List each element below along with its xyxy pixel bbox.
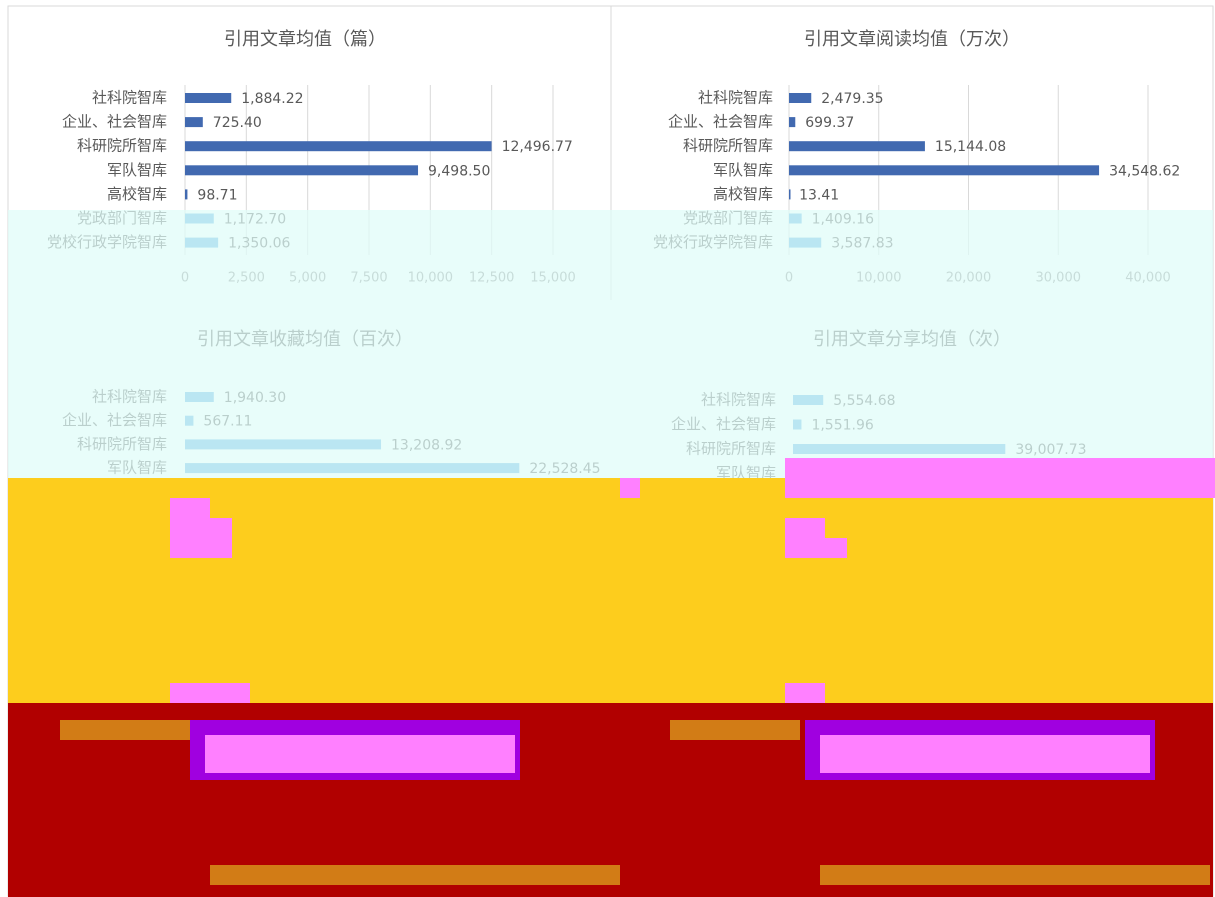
bar (185, 117, 203, 128)
bar (789, 117, 796, 128)
glitch (670, 720, 800, 740)
category-label: 科研院所智库 (683, 137, 773, 155)
glitch (785, 683, 825, 703)
bar (789, 189, 791, 200)
category-label: 军队智库 (107, 161, 167, 179)
value-label: 15,144.08 (935, 139, 1006, 155)
cyan-wash (8, 210, 1213, 478)
category-label: 社科院智库 (698, 89, 773, 107)
glitch (820, 735, 1150, 773)
glitch (60, 720, 190, 740)
glitch (820, 865, 1210, 885)
bar (789, 141, 925, 152)
glitch (205, 735, 515, 773)
bar (185, 141, 492, 152)
value-label: 1,884.22 (241, 91, 303, 107)
glitch (785, 458, 1215, 498)
glitch (210, 865, 620, 885)
glitch (620, 478, 640, 498)
chart-title: 引用文章阅读均值（万次） (804, 29, 1020, 50)
value-label: 699.37 (805, 115, 854, 131)
value-label: 9,498.50 (428, 163, 490, 179)
glitch (825, 538, 847, 558)
bar (185, 189, 188, 200)
category-label: 高校智库 (107, 185, 167, 203)
bar (185, 165, 419, 176)
value-label: 98.71 (197, 187, 237, 203)
glitch (210, 518, 232, 558)
glitch (170, 498, 210, 558)
category-label: 科研院所智库 (77, 137, 167, 155)
glitch (785, 518, 825, 558)
value-label: 34,548.62 (1109, 163, 1180, 179)
bar (185, 93, 232, 103)
bar (789, 93, 812, 103)
bar (789, 165, 1100, 176)
category-label: 高校智库 (713, 185, 773, 203)
category-label: 企业、社会智库 (62, 113, 167, 131)
value-label: 13.41 (799, 187, 839, 203)
category-label: 军队智库 (713, 161, 773, 179)
category-label: 企业、社会智库 (668, 113, 773, 131)
value-label: 2,479.35 (821, 91, 883, 107)
corruption-overlay (8, 210, 1215, 897)
value-label: 12,496.77 (502, 139, 573, 155)
glitch (170, 683, 250, 703)
category-label: 社科院智库 (92, 89, 167, 107)
chart-title: 引用文章均值（篇） (224, 29, 386, 50)
value-label: 725.40 (213, 115, 262, 131)
